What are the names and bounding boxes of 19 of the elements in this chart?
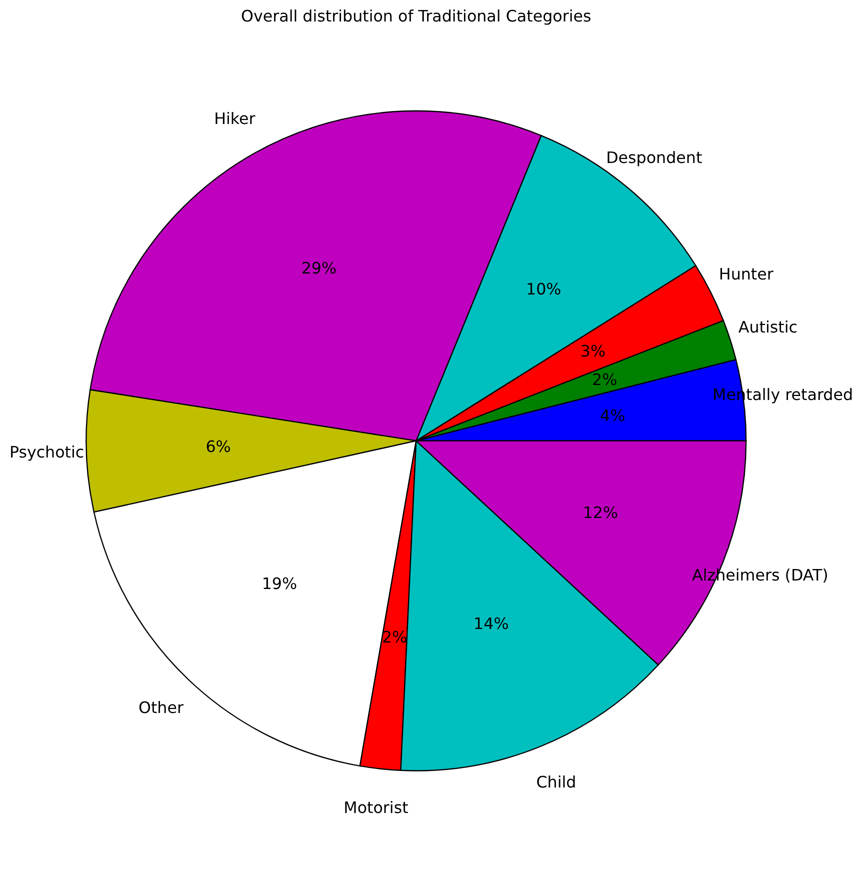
data-label: 14% [474,614,509,633]
slice-label: Child [536,772,576,792]
data-label: 10% [526,279,562,298]
data-label: 3% [580,342,606,361]
data-label: 4% [600,406,626,426]
data-label: 2% [382,628,408,647]
slice-label: Autistic [738,318,798,337]
data-label: 29% [301,258,337,278]
slice-label: Despondent [606,148,702,168]
data-label: 12% [582,502,618,522]
chart-title: Overall distribution of Traditional Categories [241,6,592,26]
slice-label: Other [138,698,184,718]
slice-label: Psychotic [9,442,84,462]
slice-label: Motorist [344,798,408,818]
data-label: 6% [206,436,231,456]
data-label: 2% [592,370,618,390]
data-label: 19% [262,574,298,593]
slice-label: Hunter [718,264,774,284]
slice-label: Hiker [214,108,256,128]
